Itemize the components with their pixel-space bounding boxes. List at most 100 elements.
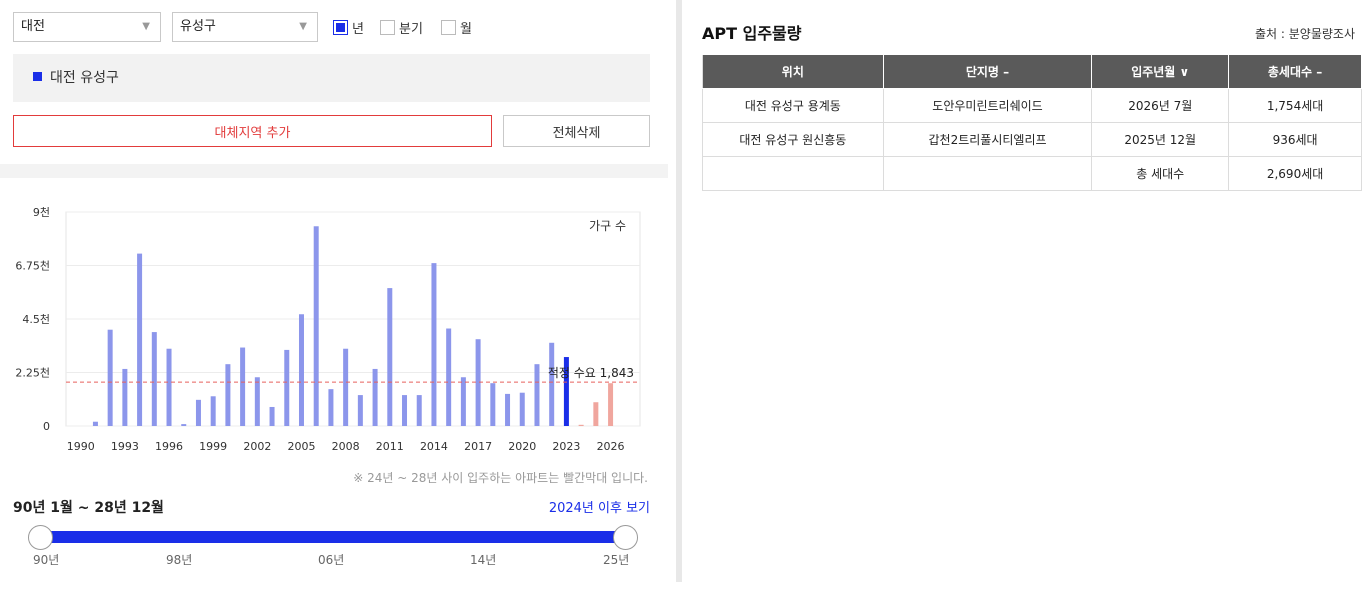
section-divider: [0, 164, 668, 178]
period-quarter-label: 분기: [399, 22, 423, 37]
series-color-icon: [33, 72, 42, 81]
x-tick-label: 2008: [332, 440, 360, 453]
checkbox-icon: [380, 20, 395, 35]
cell-location: 대전 유성구 원신흥동: [702, 121, 884, 157]
apt-table: 위치 단지명 – 입주년월 ∨ 총세대수 – 대전 유성구 용계동 도안우미린트…: [702, 55, 1362, 191]
city-select[interactable]: 대전 ▼: [13, 12, 161, 42]
range-slider-start-handle[interactable]: [28, 525, 53, 550]
bar: [431, 263, 437, 426]
col-movein-header[interactable]: 입주년월 ∨: [1091, 55, 1230, 89]
district-select[interactable]: 유성구 ▼: [172, 12, 318, 42]
y-tick-label: 6.75천: [15, 259, 50, 273]
table-row[interactable]: 대전 유성구 원신흥동 갑천2트리풀시티엘리프 2025년 12월 936세대: [702, 121, 1362, 157]
bar: [387, 288, 393, 426]
range-tick: 14년: [470, 553, 497, 567]
col-location-header[interactable]: 위치: [702, 55, 884, 89]
x-tick-label: 1993: [111, 440, 139, 453]
checkbox-checked-icon: [333, 20, 348, 35]
bar: [372, 368, 378, 426]
bar: [269, 406, 275, 426]
bar: [92, 421, 98, 426]
bar: [107, 329, 113, 426]
cell-location: 대전 유성구 용계동: [702, 87, 884, 123]
period-year-checkbox[interactable]: 년: [333, 18, 364, 37]
bar: [505, 393, 511, 426]
y-tick-label: 9천: [33, 205, 50, 219]
bar: [357, 395, 363, 426]
bar: [446, 328, 452, 426]
y-tick-label: 0: [43, 420, 50, 433]
cell-complex: [882, 155, 1093, 191]
range-tick: 25년: [603, 553, 630, 567]
supply-chart: 9천 6.75천 4.5천 2.25천 0 적정 수요 1,843 가구 수 1990 1993…: [15, 205, 641, 453]
cell-total-units: 2,690세대: [1228, 155, 1362, 191]
bar: [210, 396, 216, 426]
x-tick-label: 2026: [597, 440, 625, 453]
panel-divider: [676, 0, 682, 582]
bar: [254, 377, 260, 426]
range-tick: 98년: [166, 553, 193, 567]
table-row[interactable]: 대전 유성구 용계동 도안우미린트리쉐이드 2026년 7월 1,754세대: [702, 87, 1362, 123]
cell-total-label: 총 세대수: [1091, 155, 1230, 191]
x-tick-label: 2023: [552, 440, 580, 453]
period-month-label: 월: [460, 22, 472, 37]
bar: [137, 253, 143, 426]
x-tick-label: 2005: [287, 440, 315, 453]
x-tick-label: 1996: [155, 440, 183, 453]
delete-all-button[interactable]: 전체삭제: [503, 115, 650, 147]
bar: [490, 383, 496, 426]
bar: [195, 399, 201, 426]
cell-units: 1,754세대: [1228, 87, 1362, 123]
chart-note: ※ 24년 ~ 28년 사이 입주하는 아파트는 빨간막대 입니다.: [353, 471, 648, 485]
period-month-checkbox[interactable]: 월: [441, 18, 472, 37]
bar: [578, 424, 584, 426]
col-units-header[interactable]: 총세대수 –: [1228, 55, 1362, 89]
range-slider-track[interactable]: [41, 531, 626, 543]
after-2024-link[interactable]: 2024년 이후 보기: [548, 501, 650, 516]
bar: [328, 389, 334, 426]
bar: [519, 392, 525, 426]
bar: [181, 424, 187, 426]
cell-complex: 갑천2트리풀시티엘리프: [882, 121, 1093, 157]
bar: [240, 347, 246, 426]
cell-movein: 2026년 7월: [1091, 87, 1230, 123]
x-tick-label: 1990: [67, 440, 95, 453]
bar: [151, 332, 157, 426]
col-complex-header[interactable]: 단지명 –: [882, 55, 1093, 89]
period-quarter-checkbox[interactable]: 분기: [380, 18, 423, 37]
add-region-button[interactable]: 대체지역 추가: [13, 115, 492, 147]
y-tick-label: 2.25천: [15, 366, 50, 380]
bar: [122, 368, 128, 426]
bar: [416, 395, 422, 426]
checkbox-icon: [441, 20, 456, 35]
period-year-label: 년: [352, 22, 364, 37]
bar: [534, 364, 540, 426]
cell-complex: 도안우미린트리쉐이드: [882, 87, 1093, 123]
apt-title: APT 입주물량: [702, 24, 802, 43]
bar: [225, 364, 231, 426]
x-tick-label: 2017: [464, 440, 492, 453]
bar: [343, 348, 349, 426]
table-header-row: 위치 단지명 – 입주년월 ∨ 총세대수 –: [702, 55, 1362, 89]
bar: [284, 349, 290, 426]
y-tick-label: 4.5천: [22, 312, 50, 326]
x-tick-label: 1999: [199, 440, 227, 453]
x-tick-label: 2014: [420, 440, 448, 453]
reference-line-label: 적정 수요 1,843: [548, 366, 634, 380]
bar: [549, 342, 555, 426]
range-tick: 90년: [33, 553, 60, 567]
chevron-down-icon: ▼: [299, 21, 307, 32]
chevron-down-icon: ▼: [142, 21, 150, 32]
bar: [563, 357, 569, 426]
bar: [166, 348, 172, 426]
city-select-value: 대전: [21, 19, 45, 34]
bar: [313, 226, 319, 426]
range-slider-end-handle[interactable]: [613, 525, 638, 550]
cell-units: 936세대: [1228, 121, 1362, 157]
bar: [608, 383, 614, 426]
chart-legend-label: 가구 수: [589, 219, 626, 233]
range-label: 90년 1월 ~ 28년 12월: [13, 500, 164, 516]
apt-source: 출처 : 분양물량조사: [1255, 27, 1355, 41]
cell-movein: 2025년 12월: [1091, 121, 1230, 157]
